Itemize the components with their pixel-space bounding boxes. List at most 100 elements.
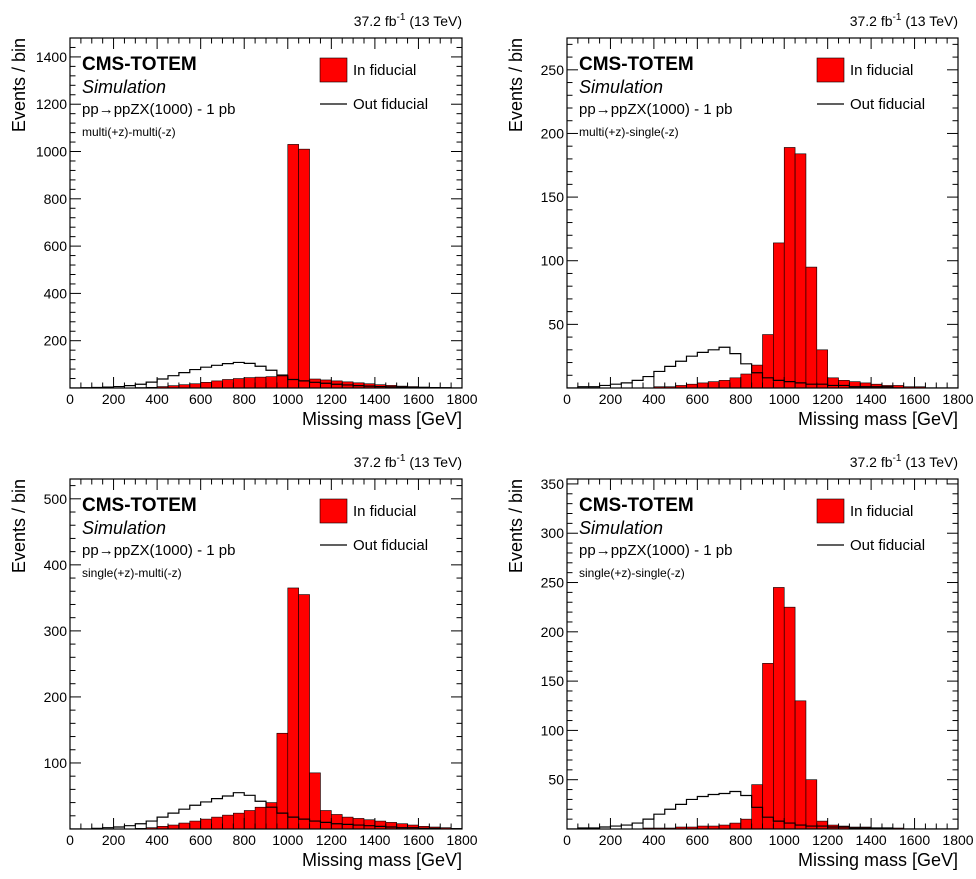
process-pre: pp [82, 101, 99, 118]
bar-in-fiducial [773, 242, 785, 388]
bar-in-fiducial [341, 816, 354, 829]
chart-panel-2: 0 200 400 600 800 1000 1200 1400 1600 1800 50 100 15… [506, 12, 974, 429]
process-post: ppZX(1000) - 1 pb [611, 101, 733, 118]
y-tick-label: 50 [548, 316, 564, 332]
x-tick-label: 600 [189, 832, 213, 848]
bar-in-fiducial [243, 810, 256, 829]
process-post: ppZX(1000) - 1 pb [114, 542, 236, 559]
bar-in-fiducial [320, 379, 332, 388]
y-axis-title: Events / bin [506, 479, 526, 573]
x-tick-label: 1000 [272, 391, 303, 407]
y-tick-label: 50 [548, 772, 564, 788]
x-tick-label: 400 [642, 832, 666, 848]
process-pre: pp [579, 542, 596, 559]
bar-in-fiducial [707, 381, 720, 388]
y-tick-label: 200 [541, 624, 565, 640]
bar-in-fiducial [189, 383, 201, 388]
y-tick-label: 1200 [36, 96, 67, 112]
x-tick-label: 200 [599, 391, 623, 407]
y-axis-title: Events / bin [506, 38, 526, 132]
process-label: pp→ppZX(1000) - 1 pb [82, 101, 235, 118]
legend-label-out-fiducial: Out fiducial [353, 537, 428, 554]
cms-totem-label: CMS-TOTEM [579, 495, 694, 516]
lumi-label: 37.2 fb-1 (13 TeV) [850, 453, 958, 470]
y-tick-label: 100 [541, 722, 565, 738]
bar-in-fiducial [783, 606, 796, 829]
process-pre: pp [579, 101, 596, 118]
config-label: single(+z)-single(-z) [579, 566, 685, 580]
y-tick-label: 300 [44, 623, 68, 639]
cms-totem-label: CMS-TOTEM [82, 495, 197, 516]
y-tick-label: 1400 [36, 49, 67, 65]
y-tick-label: 150 [541, 673, 565, 689]
simulation-label: Simulation [579, 77, 663, 97]
simulation-label: Simulation [82, 518, 166, 538]
bar-in-fiducial [287, 587, 299, 829]
x-tick-label: 1800 [942, 391, 973, 407]
x-tick-label: 1200 [812, 391, 843, 407]
lumi-exponent: -1 [397, 12, 406, 23]
bar-in-fiducial [189, 820, 201, 829]
y-tick-label: 350 [541, 476, 565, 492]
legend-label-out-fiducial: Out fiducial [850, 96, 925, 113]
process-label: pp→ppZX(1000) - 1 pb [579, 101, 732, 118]
bar-in-fiducial [740, 818, 752, 829]
x-tick-label: 200 [599, 832, 623, 848]
x-tick-label: 1600 [899, 832, 930, 848]
bar-in-fiducial [200, 382, 212, 388]
bar-in-fiducial [773, 587, 785, 829]
lumi-energy: (13 TeV) [901, 454, 958, 470]
plot-area [567, 147, 958, 388]
lumi-label: 37.2 fb-1 (13 TeV) [354, 12, 462, 29]
x-tick-label: 1600 [403, 832, 434, 848]
lumi-energy: (13 TeV) [405, 454, 462, 470]
bar-in-fiducial [816, 820, 828, 829]
lumi-exponent: -1 [893, 453, 902, 464]
x-tick-label: 1200 [316, 391, 347, 407]
lumi-energy: (13 TeV) [901, 13, 958, 29]
bar-in-fiducial [265, 376, 278, 388]
bar-in-fiducial [794, 153, 807, 388]
x-tick-label: 1000 [769, 391, 800, 407]
x-tick-label: 800 [729, 391, 753, 407]
y-tick-label: 100 [44, 755, 68, 771]
y-tick-label: 400 [44, 557, 68, 573]
y-tick-label: 300 [541, 525, 565, 541]
lumi-label: 37.2 fb-1 (13 TeV) [354, 453, 462, 470]
plot-area [567, 587, 958, 829]
x-tick-label: 1000 [769, 832, 800, 848]
legend-swatch-in-fiducial [816, 498, 845, 524]
legend-label-in-fiducial: In fiducial [850, 62, 913, 79]
chart-panel-1: 0 200 400 600 800 1000 1200 1400 1600 1800 200 400 6… [9, 12, 478, 429]
lumi-exponent: -1 [397, 453, 406, 464]
x-tick-label: 1200 [316, 832, 347, 848]
x-tick-label: 0 [66, 832, 74, 848]
x-tick-label: 1200 [812, 832, 843, 848]
lumi-label: 37.2 fb-1 (13 TeV) [850, 12, 958, 29]
bar-in-fiducial [762, 334, 774, 388]
plot-area [70, 144, 462, 388]
lumi-value: 37.2 fb [354, 454, 397, 470]
bar-in-fiducial [320, 810, 332, 829]
x-tick-label: 1400 [359, 391, 390, 407]
bar-in-fiducial [243, 377, 256, 388]
process-arrow: → [596, 542, 611, 559]
bar-in-fiducial [233, 812, 245, 829]
process-label: pp→ppZX(1000) - 1 pb [579, 542, 732, 559]
bar-in-fiducial [331, 814, 343, 829]
config-label: multi(+z)-multi(-z) [82, 125, 176, 139]
bar-in-fiducial [222, 379, 234, 388]
x-tick-label: 1600 [403, 391, 434, 407]
bar-in-fiducial [816, 349, 828, 388]
bar-in-fiducial [254, 376, 267, 388]
process-arrow: → [99, 101, 114, 118]
bar-in-fiducial [211, 380, 223, 388]
y-tick-label: 200 [44, 689, 68, 705]
x-tick-label: 1400 [359, 832, 390, 848]
cms-totem-label: CMS-TOTEM [82, 54, 197, 75]
x-tick-label: 200 [102, 391, 126, 407]
simulation-label: Simulation [82, 77, 166, 97]
y-tick-label: 200 [44, 333, 68, 349]
x-tick-label: 0 [66, 391, 74, 407]
x-tick-label: 0 [563, 391, 571, 407]
